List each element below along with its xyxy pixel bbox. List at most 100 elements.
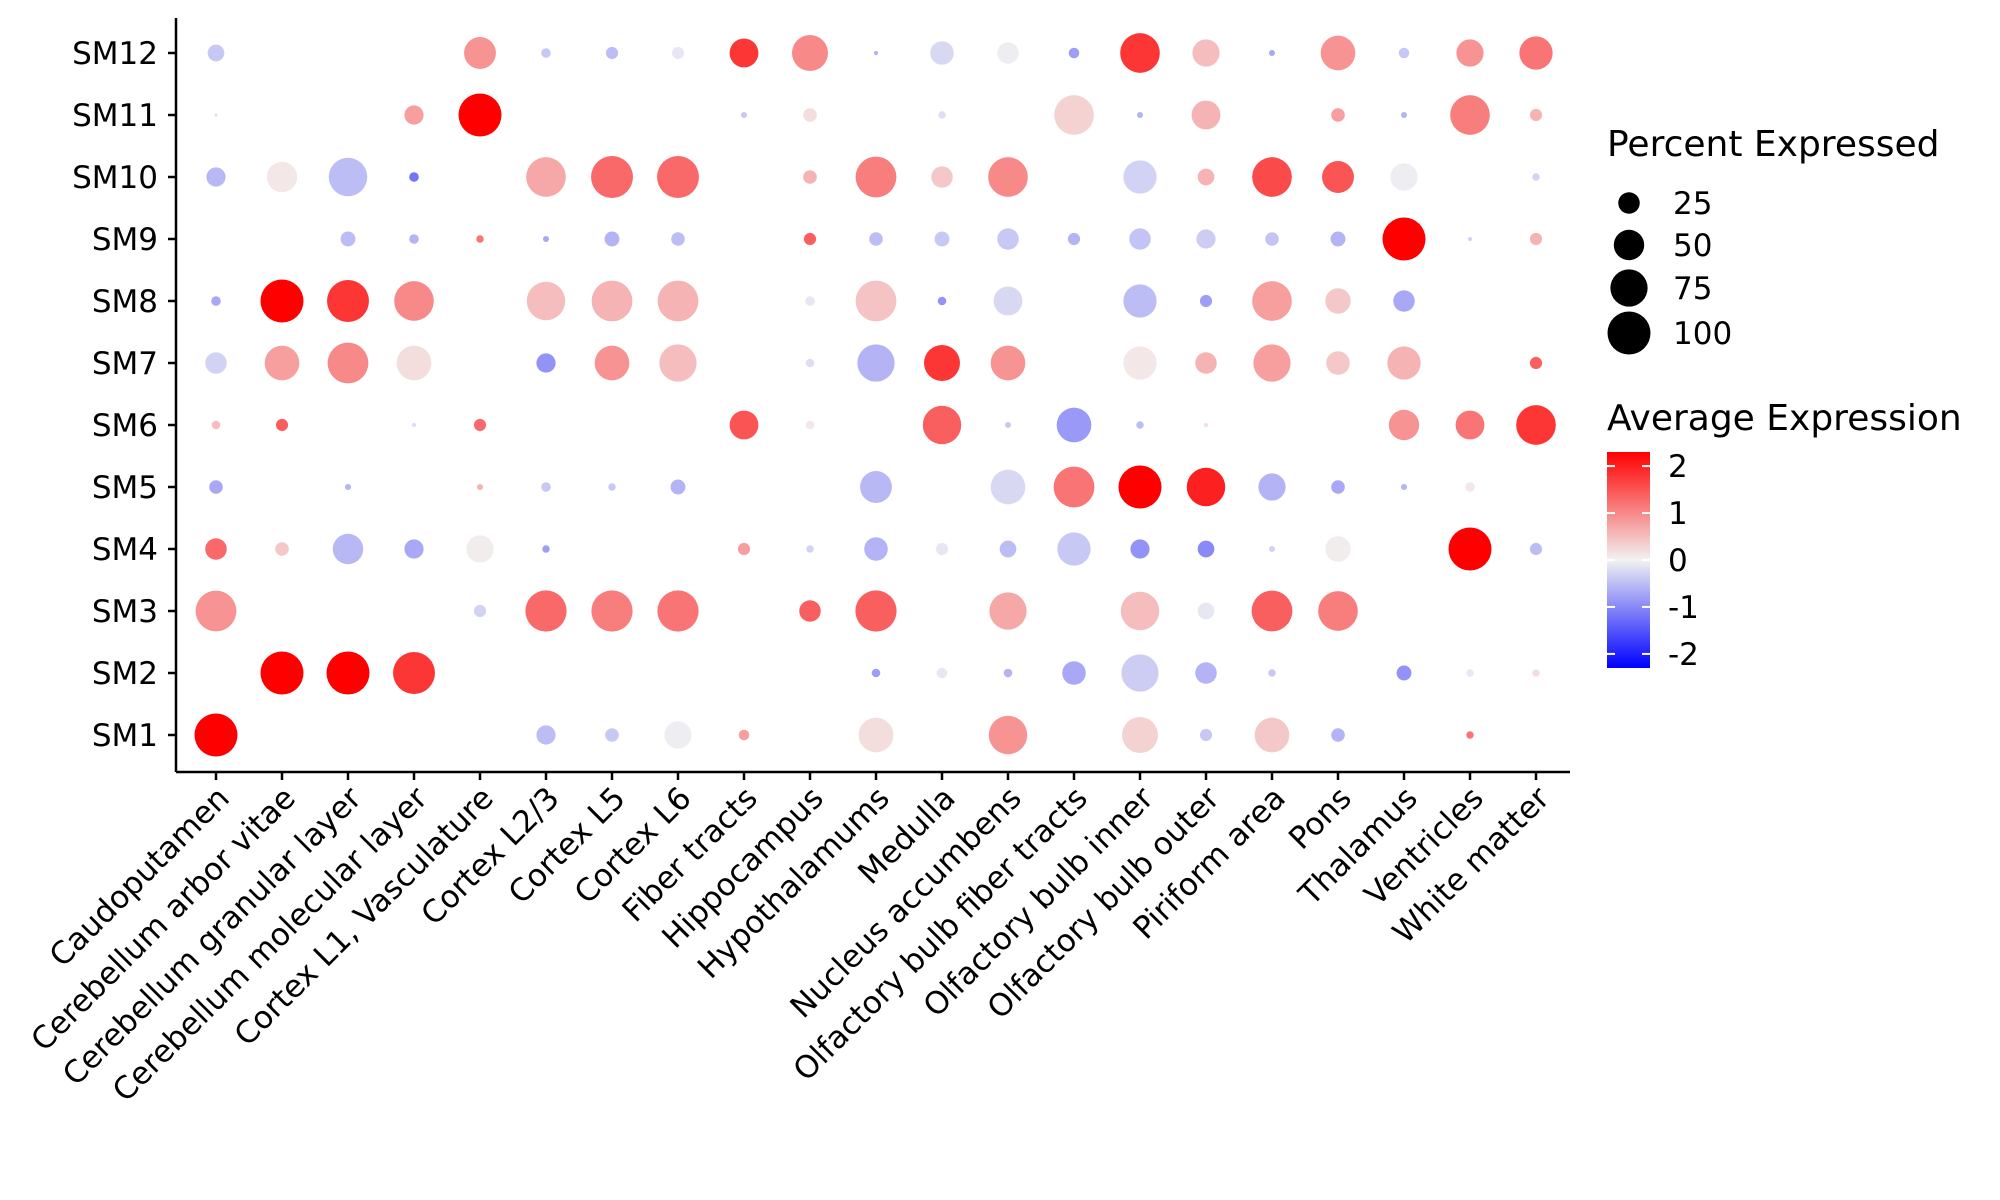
dot [671, 46, 685, 60]
dot [404, 105, 424, 125]
color-legend-label: -2 [1668, 637, 1699, 673]
dot [260, 279, 304, 323]
color-legend-label: 2 [1668, 449, 1688, 485]
dot [209, 480, 223, 494]
dot [1456, 39, 1484, 67]
dot [1455, 410, 1485, 440]
dot [327, 342, 369, 384]
dot [803, 108, 817, 122]
dot [591, 156, 633, 198]
dot [806, 545, 814, 553]
dot [858, 717, 894, 753]
dot [526, 281, 566, 321]
y-tick-label: SM10 [72, 160, 158, 196]
dot [805, 358, 815, 368]
dot [1331, 108, 1345, 122]
dot [526, 157, 566, 197]
dot [792, 35, 828, 71]
dot [1318, 591, 1358, 631]
dot [206, 167, 226, 187]
dot [1253, 344, 1291, 382]
dot [729, 410, 759, 440]
dot [541, 48, 551, 58]
dot [411, 422, 417, 428]
dot [1529, 542, 1543, 556]
dot [1322, 161, 1354, 193]
dot [393, 652, 435, 694]
dot [857, 344, 895, 382]
dot [1388, 409, 1420, 441]
size-legend-entries: 25 50 75 100 [1607, 186, 1732, 355]
dot [1003, 668, 1013, 678]
legend: Percent Expressed 25 50 75 100 Average Expr… [1607, 124, 1962, 673]
dot [1532, 669, 1540, 677]
dot [1330, 231, 1346, 247]
dot [1529, 232, 1543, 246]
dot [1450, 95, 1490, 135]
dot [1252, 157, 1292, 197]
dot [1056, 407, 1092, 443]
dot [542, 235, 550, 243]
dot [1529, 108, 1543, 122]
dot [332, 533, 364, 565]
dot [1120, 33, 1160, 73]
size-legend-dot [1607, 311, 1651, 355]
dot [591, 280, 633, 322]
dot [409, 234, 419, 244]
dot [1053, 466, 1095, 508]
y-tick-label: SM2 [92, 656, 158, 692]
dot [1467, 236, 1473, 242]
dot [1118, 465, 1162, 509]
y-axis-ticks [168, 51, 176, 737]
dot [1196, 229, 1216, 249]
dot [999, 540, 1017, 558]
x-axis-ticks [214, 772, 1538, 780]
dot [855, 156, 897, 198]
color-legend-title: Average Expression [1607, 398, 1962, 439]
dot [604, 231, 620, 247]
dot [458, 93, 502, 137]
dot [989, 592, 1027, 630]
dot [740, 111, 748, 119]
dot [260, 651, 304, 695]
dot [207, 44, 225, 62]
dot [266, 161, 298, 193]
dot [1516, 405, 1556, 445]
dot [1199, 728, 1213, 742]
dot [657, 280, 699, 322]
dot [194, 713, 238, 757]
dot [805, 420, 815, 430]
dot [608, 483, 616, 491]
dot [936, 667, 948, 679]
size-legend-label: 25 [1673, 186, 1712, 222]
y-tick-label: SM9 [92, 222, 158, 258]
dot [404, 539, 424, 559]
dot [922, 405, 962, 445]
color-legend-label: -1 [1668, 590, 1699, 626]
dot [990, 469, 1026, 505]
dot [1251, 590, 1293, 632]
dot [205, 352, 227, 374]
dot [864, 537, 888, 561]
dot [605, 728, 619, 742]
dot [542, 545, 550, 553]
dot [805, 296, 815, 306]
dot [873, 50, 879, 56]
dot [1186, 467, 1226, 507]
dot [340, 231, 356, 247]
dot [855, 590, 897, 632]
dot [1136, 421, 1144, 429]
dot [935, 542, 949, 556]
dot [1466, 669, 1474, 677]
dot [1067, 232, 1081, 246]
size-legend-title: Percent Expressed [1607, 124, 1939, 165]
y-tick-label: SM3 [92, 594, 158, 630]
size-legend-label: 75 [1673, 271, 1712, 307]
dot [1268, 669, 1276, 677]
dot [1465, 482, 1475, 492]
size-legend-dot [1618, 192, 1640, 214]
y-tick-label: SM12 [72, 36, 158, 72]
dot [1191, 100, 1221, 130]
